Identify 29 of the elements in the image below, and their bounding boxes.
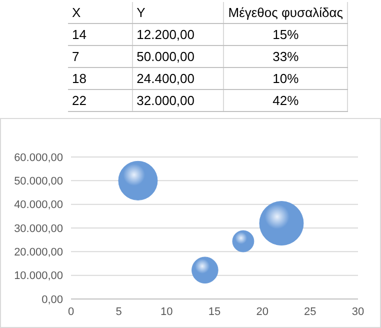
x-tick-label: 0: [68, 306, 74, 318]
x-tick-label: 5: [116, 306, 122, 318]
text: 22: [68, 90, 132, 112]
text: 50.000,00: [132, 46, 224, 68]
y-tick-label: 50.000,00: [14, 176, 63, 188]
text: 32.000,00: [132, 90, 224, 112]
text: Y: [132, 2, 224, 24]
x-tick-label: 20: [256, 306, 268, 318]
text: 12.200,00: [132, 24, 224, 46]
x-tick-label: 15: [208, 306, 221, 318]
text: X: [68, 2, 132, 24]
text: 24.400,00: [132, 68, 224, 90]
y-tick-label: 0,00: [42, 294, 63, 306]
x-tick-label: 10: [160, 306, 173, 318]
text: 18: [68, 68, 132, 90]
y-tick-label: 10.000,00: [14, 270, 63, 282]
y-tick-label: 40.000,00: [14, 199, 63, 212]
text: 7: [68, 46, 132, 68]
text: 33%: [224, 46, 348, 68]
text: 10%: [224, 68, 348, 90]
x-tick-label: 25: [304, 306, 316, 318]
text: Μέγεθος φυσαλίδας: [224, 2, 348, 24]
text: 14: [68, 24, 132, 46]
y-tick-label: 20.000,00: [14, 246, 63, 259]
text: 15%: [224, 24, 348, 46]
x-tick-label: 30: [352, 306, 364, 318]
y-tick-label: 30.000,00: [14, 222, 63, 235]
text: 42%: [224, 90, 348, 112]
y-tick-label: 60.000,00: [14, 152, 63, 164]
